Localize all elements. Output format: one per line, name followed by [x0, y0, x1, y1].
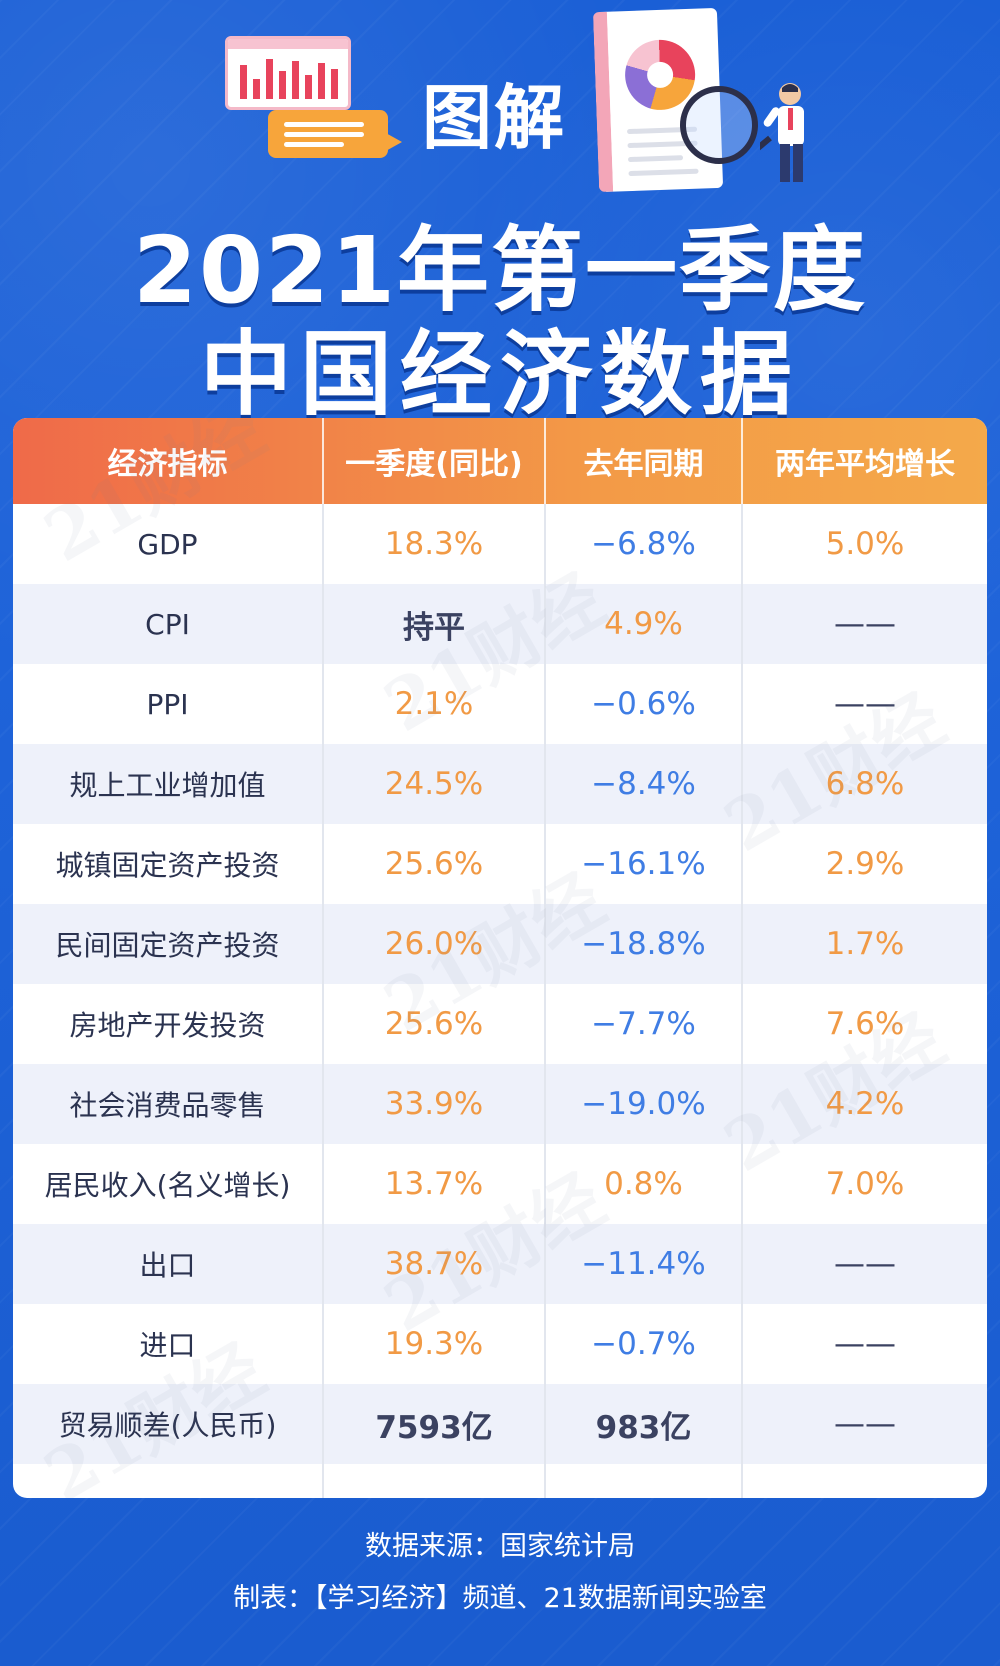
indicator-name: 出口 [13, 1224, 324, 1304]
table-row: 居民收入(名义增长) 13.7% 0.8% 7.0% [13, 1144, 987, 1224]
indicator-name: 居民收入(名义增长) [13, 1144, 324, 1224]
indicator-name: 城镇固定资产投资 [13, 824, 324, 904]
indicator-name: 进口 [13, 1304, 324, 1384]
two-year-value: 6.8% [742, 744, 987, 824]
indicator-name: CPI [13, 584, 324, 664]
speech-bubble-illustration [268, 110, 402, 158]
filler-cell [323, 1464, 546, 1498]
indicator-name: GDP [13, 504, 324, 584]
two-year-value: 7.0% [825, 1166, 905, 1202]
indicator-name: 贸易顺差(人民币) [13, 1384, 324, 1464]
q1-value: 18.3% [323, 504, 546, 584]
two-year-value: —— [742, 584, 987, 664]
table-filler-row [13, 1464, 987, 1498]
header-tag: 图解 [422, 76, 566, 159]
two-year-value: 2.9% [825, 846, 905, 882]
two-year-value: 7.6% [825, 1006, 905, 1042]
table-row: 贸易顺差(人民币) 7593亿 983亿 —— [13, 1384, 987, 1464]
indicator-name: PPI [13, 664, 324, 744]
last-year-value: −8.4% [545, 744, 743, 824]
magnifier-icon [680, 86, 758, 164]
column-header-last-year: 去年同期 [545, 418, 743, 504]
table-row: CPI 持平 4.9% —— [13, 584, 987, 664]
column-header-indicator: 经济指标 [13, 418, 324, 504]
last-year-value: −6.8% [545, 504, 743, 584]
last-year-value: 4.9% [545, 584, 743, 664]
filler-cell [742, 1464, 987, 1498]
table-row: 进口 19.3% −0.7% —— [13, 1304, 987, 1384]
two-year-value: 5.0% [825, 526, 905, 562]
q1-value: 13.7% [323, 1144, 546, 1224]
table-row: 社会消费品零售 33.9% −19.0% 4.2% [13, 1064, 987, 1144]
credit-line: 制表：【学习经济】频道、21数据新闻实验室 [233, 1583, 767, 1614]
two-year-value: 1.7% [742, 904, 987, 984]
q1-value: 38.7% [323, 1224, 546, 1304]
q1-value: 26.0% [323, 904, 546, 984]
page-title-line1: 2021年第一季度 [132, 217, 868, 324]
two-year-value: —— [742, 1224, 987, 1304]
q1-value: 25.6% [323, 824, 546, 904]
last-year-value: −0.6% [545, 664, 743, 744]
table-row: 规上工业增加值 24.5% −8.4% 6.8% [13, 744, 987, 824]
data-source: 数据来源：国家统计局 [365, 1531, 635, 1562]
q1-value: 2.1% [323, 664, 546, 744]
indicator-name: 规上工业增加值 [13, 744, 324, 824]
two-year-value: 4.2% [742, 1064, 987, 1144]
q1-value: 7593亿 [323, 1384, 546, 1464]
bar-chart-illustration [225, 36, 351, 110]
table-row: GDP 18.3% −6.8% 5.0% [13, 504, 987, 584]
indicator-name: 房地产开发投资 [13, 984, 324, 1064]
q1-value: 33.9% [323, 1064, 546, 1144]
two-year-value: —— [834, 1326, 896, 1362]
last-year-value: −18.8% [545, 904, 743, 984]
two-year-value: —— [742, 1384, 987, 1464]
last-year-value: −16.1% [545, 824, 743, 904]
q1-value: 25.6% [323, 984, 546, 1064]
indicator-name: 民间固定资产投资 [13, 904, 324, 984]
table-row: 房地产开发投资 25.6% −7.7% 7.6% [13, 984, 987, 1064]
data-table-card: 21财经 21财经 21财经 21财经 21财经 21财经 21财经 经济指标 … [13, 418, 987, 1498]
last-year-value: −7.7% [545, 984, 743, 1064]
table-header-row: 经济指标 一季度(同比) 去年同期 两年平均增长 [13, 418, 987, 504]
table-row: 城镇固定资产投资 25.6% −16.1% 2.9% [13, 824, 987, 904]
person-illustration [760, 83, 804, 182]
table-row: 出口 38.7% −11.4% —— [13, 1224, 987, 1304]
column-header-q1: 一季度(同比) [323, 418, 546, 504]
last-year-value: −0.7% [545, 1304, 743, 1384]
last-year-value: 983亿 [545, 1384, 743, 1464]
last-year-value: −11.4% [545, 1224, 743, 1304]
indicator-name: 社会消费品零售 [13, 1064, 324, 1144]
economic-data-table: 经济指标 一季度(同比) 去年同期 两年平均增长 GDP 18.3% −6.8%… [13, 418, 987, 1498]
column-header-two-year: 两年平均增长 [775, 447, 955, 482]
q1-value: 24.5% [323, 744, 546, 824]
filler-cell [545, 1464, 743, 1498]
last-year-value: 0.8% [545, 1144, 743, 1224]
table-row: PPI 2.1% −0.6% —— [13, 664, 987, 744]
two-year-value: —— [834, 686, 896, 722]
q1-value: 持平 [323, 584, 546, 664]
q1-value: 19.3% [323, 1304, 546, 1384]
filler-cell [13, 1464, 324, 1498]
table-row: 民间固定资产投资 26.0% −18.8% 1.7% [13, 904, 987, 984]
last-year-value: −19.0% [545, 1064, 743, 1144]
page-title-line2: 中国经济数据 [199, 321, 800, 428]
